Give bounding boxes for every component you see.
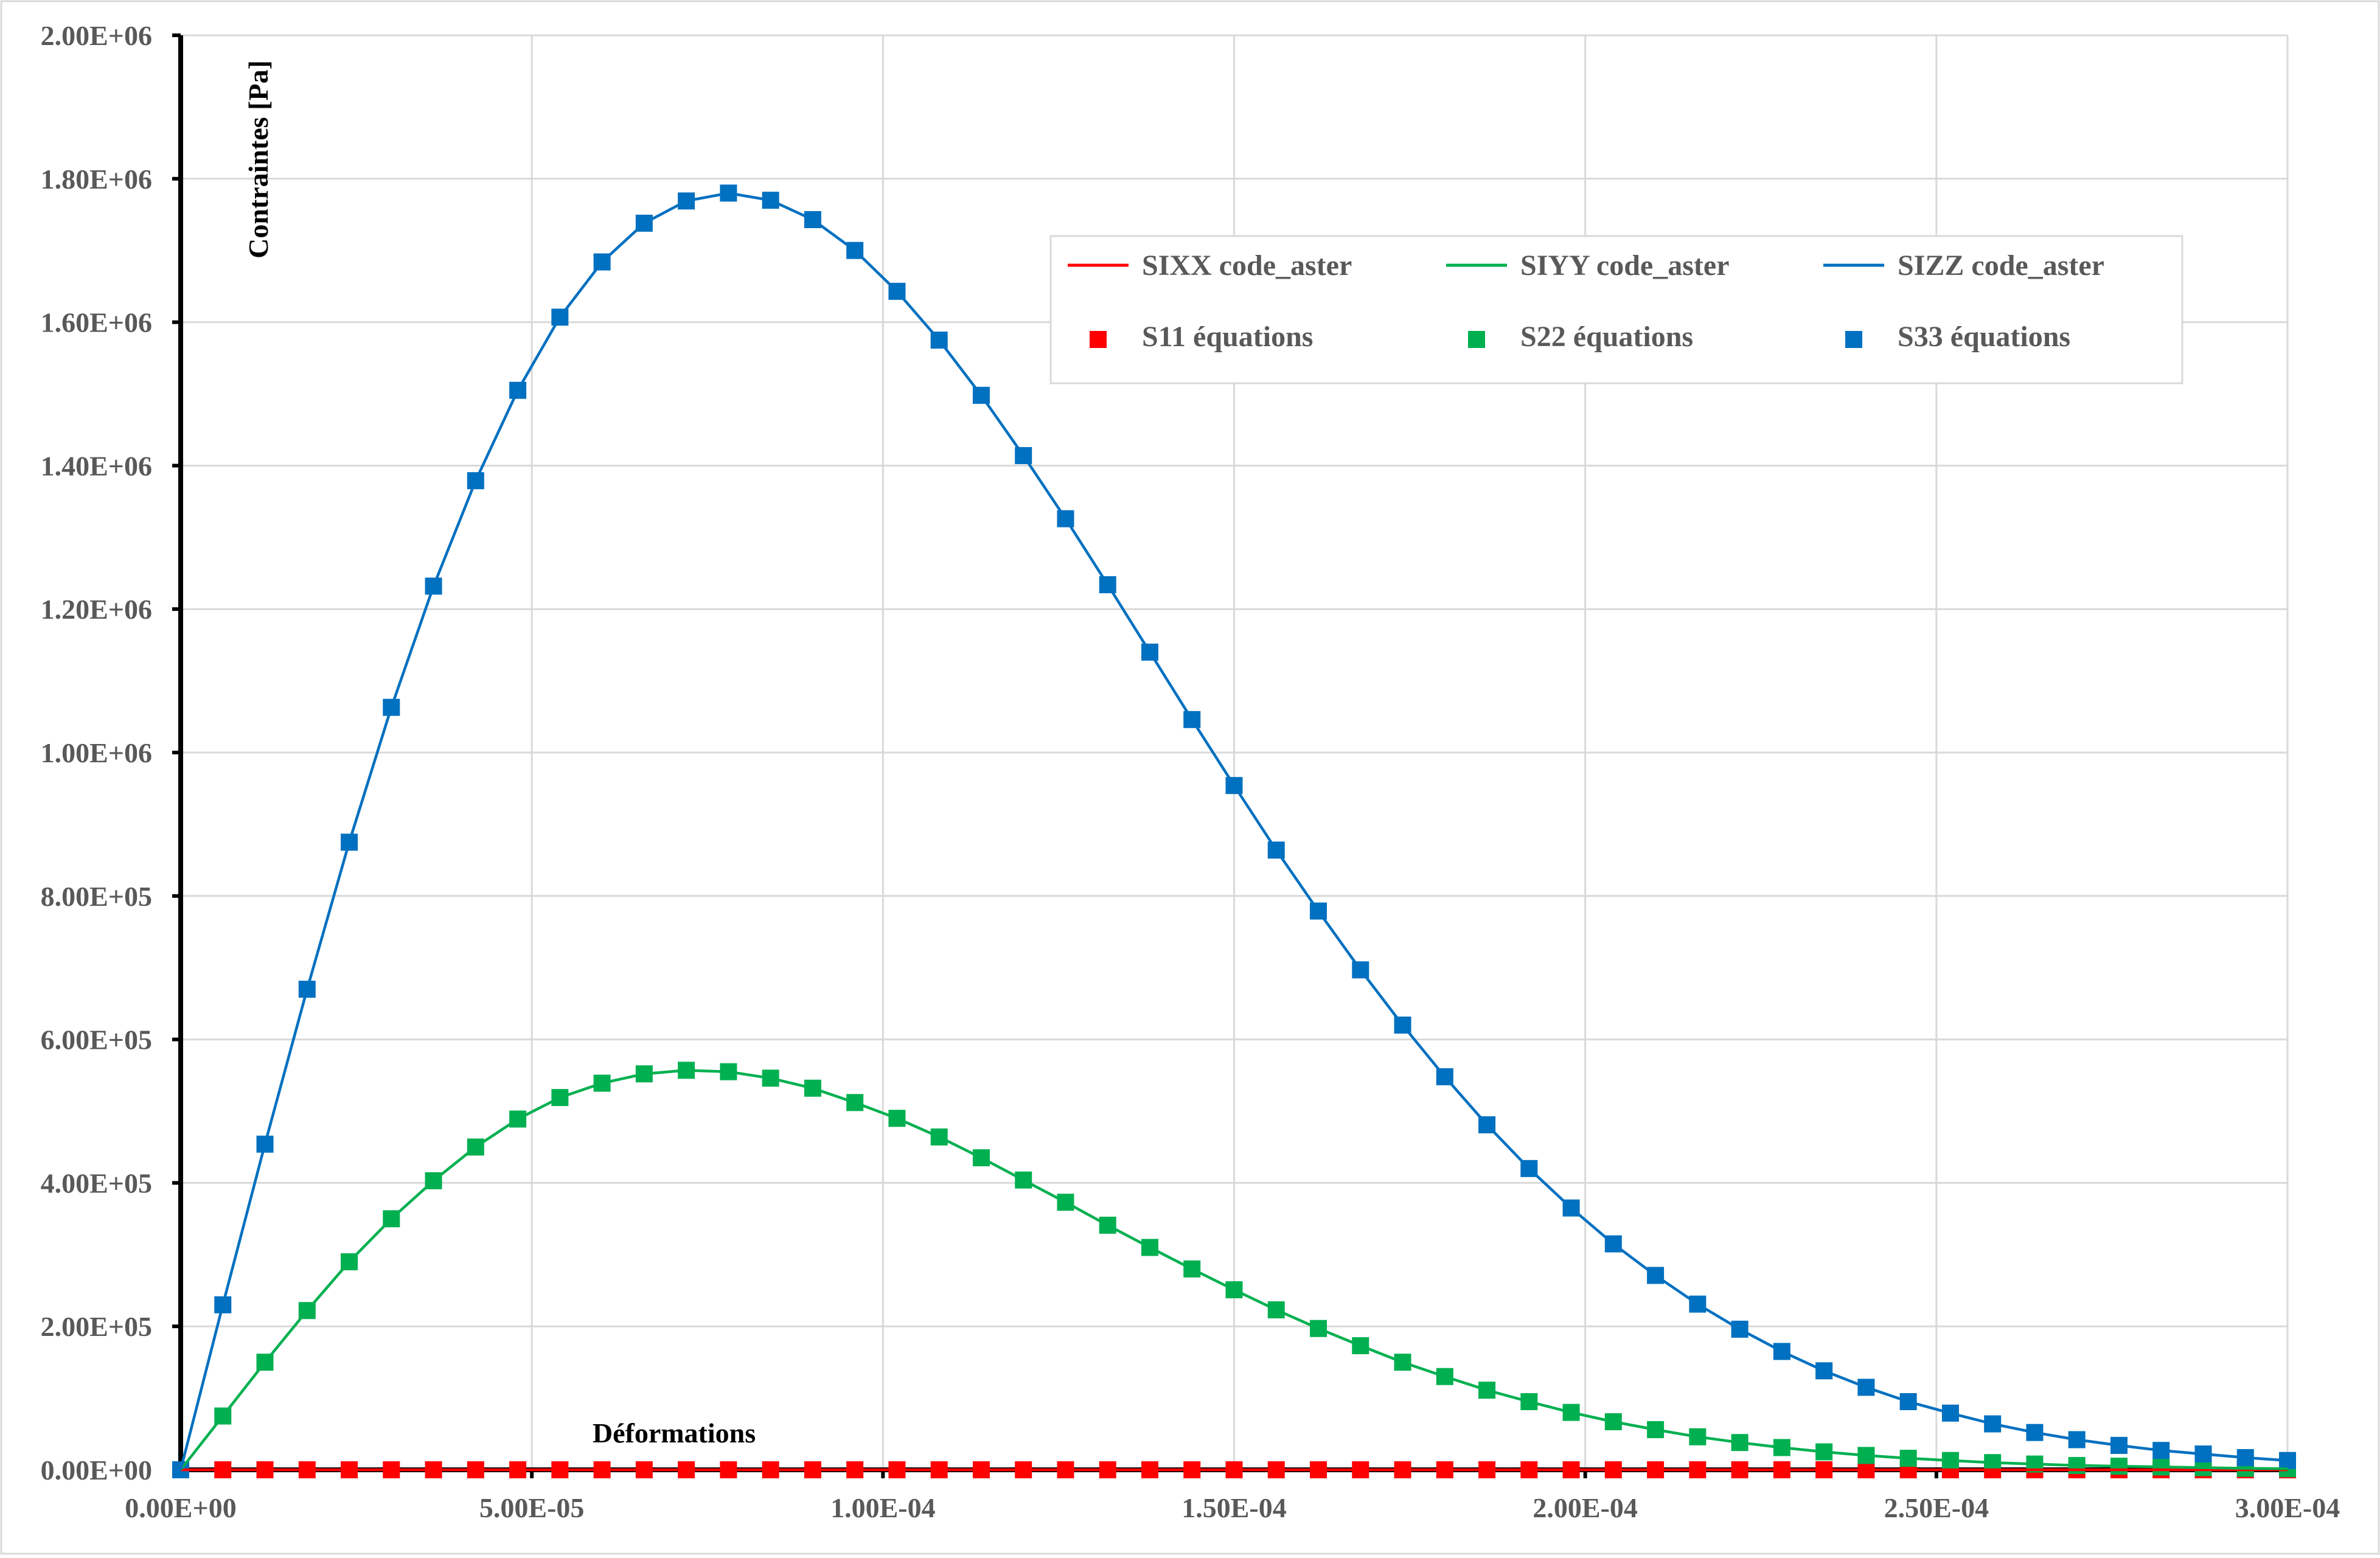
y-tick-label: 6.00E+05 xyxy=(41,1024,152,1055)
x-tick-label: 0.00E+00 xyxy=(125,1492,236,1523)
legend-marker-swatch xyxy=(1090,331,1107,348)
legend-label: S11 équations xyxy=(1142,321,1313,353)
y-tick-label: 1.60E+06 xyxy=(41,307,152,338)
y-tick-label: 2.00E+06 xyxy=(41,20,152,51)
y-tick-label: 2.00E+05 xyxy=(41,1311,152,1342)
y-tick-label: 1.80E+06 xyxy=(41,164,152,195)
legend-label: SIZZ code_aster xyxy=(1898,249,2104,282)
legend-label: S33 équations xyxy=(1898,321,2070,353)
y-tick-label: 1.00E+06 xyxy=(41,737,152,768)
x-tick-label: 3.00E-04 xyxy=(2235,1492,2340,1523)
x-axis-title: Déformations xyxy=(593,1417,756,1448)
x-tick-label: 2.50E-04 xyxy=(1884,1492,1989,1523)
x-tick-label: 1.50E-04 xyxy=(1181,1492,1287,1523)
series-line-sizz-code-aster xyxy=(179,192,2288,1470)
x-tick-label: 2.00E-04 xyxy=(1533,1492,1638,1523)
x-tick-label: 1.00E-04 xyxy=(830,1492,936,1523)
y-tick-label: 4.00E+05 xyxy=(41,1167,152,1198)
legend-box xyxy=(1049,235,2183,384)
legend-label: SIXX code_aster xyxy=(1142,249,1352,282)
y-axis-title: Contraintes [Pa] xyxy=(243,60,274,259)
y-tick-label: 0.00E+00 xyxy=(41,1455,152,1486)
y-tick-label: 1.40E+06 xyxy=(41,450,152,481)
plot-area xyxy=(172,184,2296,1478)
legend-marker-swatch xyxy=(1468,331,1485,348)
series-line-siyy-code-aster xyxy=(179,1069,2288,1471)
legend: SIXX code_aster SIYY code_aster SIZZ code_… xyxy=(1049,235,2183,384)
tick-labels: 0.00E+00 2.00E+05 4.00E+05 6.00E+05 8.00E+05… xyxy=(41,20,2340,1523)
y-tick-label: 8.00E+05 xyxy=(41,881,152,912)
legend-label: S22 équations xyxy=(1520,321,1693,353)
x-tick-label: 5.00E-05 xyxy=(479,1492,585,1523)
legend-marker-swatch xyxy=(1845,331,1862,348)
y-tick-label: 1.20E+06 xyxy=(41,594,152,625)
legend-label: SIYY code_aster xyxy=(1520,249,1730,282)
